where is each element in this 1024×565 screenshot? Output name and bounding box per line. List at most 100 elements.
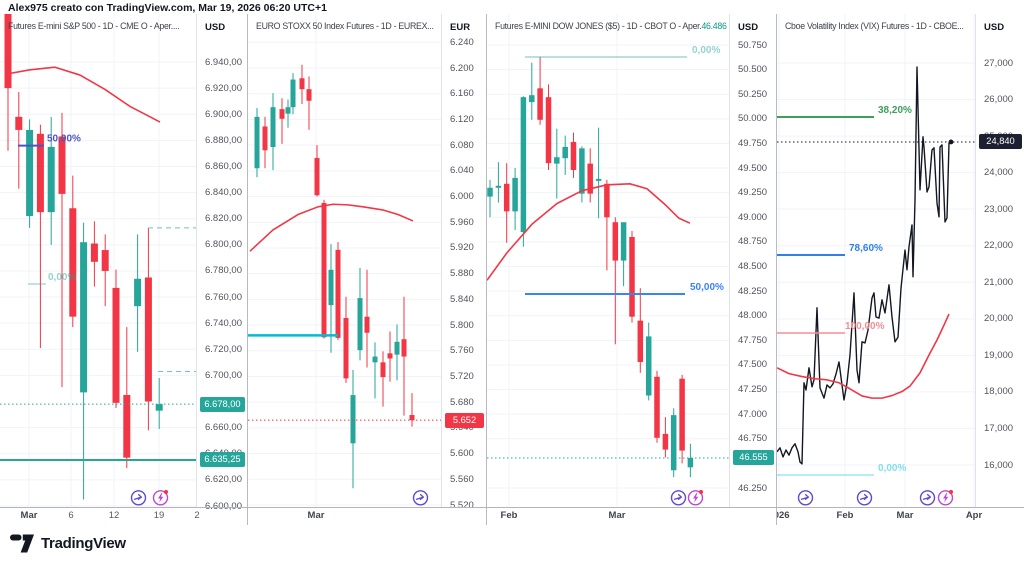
- price-tick: 50.000: [738, 113, 768, 125]
- price-tick: 49.750: [738, 137, 768, 149]
- price-tick: 5.960: [450, 216, 474, 228]
- time-axis-eurostoxx[interactable]: Mar: [248, 508, 486, 525]
- price-tick: 6.040: [450, 165, 474, 177]
- price-tick: 17,000: [984, 422, 1014, 434]
- price-tick: 23,000: [984, 203, 1014, 215]
- time-label: 2: [194, 510, 200, 521]
- price-tick: 47.250: [738, 384, 768, 396]
- price-tick: 6.620,00: [205, 474, 242, 486]
- time-label: 19: [153, 510, 165, 521]
- tradingview-logo-mark: [10, 534, 34, 553]
- price-tick: 50.500: [738, 64, 768, 76]
- symbol-title[interactable]: EURO STOXX 50 Index Futures - 1D - EUREX…: [256, 21, 434, 31]
- price-tick: 5.560: [450, 473, 474, 485]
- price-tick: 19,000: [984, 349, 1014, 361]
- panel-eurostoxx: EURO STOXX 50 Index Futures - 1D - EUREX…: [248, 0, 486, 527]
- panel-title-dowjones: Futures E-MINI DOW JONES ($5) - 1D - CBO…: [495, 21, 727, 31]
- panel-sp500: 50,00% 0,00% Futures E-mini S&P 500 - 1D -…: [0, 0, 247, 527]
- price-tick: 6.080: [450, 139, 474, 151]
- panel-title-vix: Cboe Volatility Index (VIX) Futures - 1D…: [785, 21, 973, 31]
- price-tick: 22,000: [984, 240, 1014, 252]
- price-tick: 6.760,00: [205, 291, 242, 303]
- price-tick: 6.860,00: [205, 160, 242, 172]
- fib-level-label: 38,20%: [878, 105, 912, 116]
- jump-arrow-icon[interactable]: [130, 489, 147, 506]
- price-tick: 48.500: [738, 261, 768, 272]
- currency-label: USD: [984, 22, 1005, 33]
- open-value: 46.486...: [701, 21, 727, 31]
- price-tick: 6.660,00: [205, 422, 242, 434]
- price-tick: 47.750: [738, 334, 768, 346]
- price-tick: 18,000: [984, 386, 1014, 398]
- price-tick: 6.200: [450, 62, 474, 74]
- price-tick: 6.740,00: [205, 317, 242, 329]
- snapshot-credit: Alex975 creato con TradingView.com, Mar …: [8, 2, 327, 14]
- price-tick: 46.250: [738, 482, 768, 494]
- fib-level-label: 78,60%: [849, 243, 883, 254]
- price-axis-dowjones[interactable]: USD 50.750 50.500 50.250 50.000 49.750 49.500 4…: [729, 14, 776, 507]
- tradingview-logo[interactable]: TradingView: [10, 534, 126, 553]
- jump-arrow-icon[interactable]: [797, 489, 814, 506]
- chart-canvas-eurostoxx[interactable]: [248, 14, 441, 508]
- symbol-title[interactable]: Cboe Volatility Index (VIX) Futures - 1D…: [785, 21, 964, 31]
- fib-level-label: 0,00%: [692, 45, 720, 56]
- price-tick: 6.160: [450, 88, 474, 100]
- panel-title-sp500: Futures E-mini S&P 500 - 1D - CME O - Ap…: [8, 21, 194, 31]
- price-tick: 48.750: [738, 236, 768, 248]
- price-badge: 5.652: [445, 412, 484, 428]
- lightning-event-icon[interactable]: [937, 489, 954, 506]
- symbol-title[interactable]: Futures E-MINI DOW JONES ($5) - 1D - CBO…: [495, 21, 702, 31]
- price-tick: 6.120: [450, 113, 474, 125]
- chart-canvas-sp500[interactable]: 50,00% 0,00%: [0, 14, 196, 508]
- chart-canvas-vix[interactable]: 38,20% 78,60% 100,00% 0,00%: [777, 14, 975, 508]
- panel-separator[interactable]: [247, 14, 248, 525]
- lightning-event-icon[interactable]: [152, 489, 169, 506]
- price-tick: 6.920,00: [205, 82, 242, 94]
- price-tick: 49.250: [738, 187, 768, 199]
- lightning-event-icon[interactable]: [687, 489, 704, 506]
- panel-dowjones: 0,00% 50,00% Futures E-MINI DOW JONES ($5)…: [487, 0, 776, 527]
- tradingview-logo-text: TradingView: [41, 535, 126, 552]
- time-label: Feb: [500, 510, 518, 521]
- price-tick: 26,000: [984, 94, 1014, 106]
- time-label: 6: [68, 510, 74, 521]
- fib-level-label: 100,00%: [845, 321, 885, 332]
- price-tick: 48.250: [738, 285, 768, 297]
- time-axis-sp500[interactable]: Mar 6 12 19 2: [0, 508, 247, 525]
- time-axis-vix[interactable]: 2026 Feb Mar Apr: [777, 508, 983, 525]
- price-tick: 50.750: [738, 39, 768, 51]
- time-label: Mar: [896, 510, 914, 521]
- price-tick: 6.880,00: [205, 134, 242, 146]
- price-tick: 6.000: [450, 191, 474, 203]
- price-tick: 20,000: [984, 313, 1014, 325]
- panel-separator[interactable]: [776, 14, 777, 525]
- price-tick: 48.000: [738, 310, 768, 322]
- panel-vix: 38,20% 78,60% 100,00% 0,00% Cboe Volatility …: [777, 0, 1024, 527]
- symbol-title[interactable]: Futures E-mini S&P 500 - 1D - CME O - Ap…: [8, 21, 180, 31]
- jump-arrow-icon[interactable]: [856, 489, 873, 506]
- price-badge: 6.678,00: [200, 396, 245, 412]
- time-axis-dowjones[interactable]: Feb Mar: [487, 508, 776, 525]
- time-label: Feb: [836, 510, 854, 521]
- price-tick: 6.900,00: [205, 108, 242, 120]
- price-tick: 5.800: [450, 319, 474, 331]
- price-badge: 24,840: [979, 134, 1022, 150]
- price-tick: 46.750: [738, 433, 768, 445]
- time-label: Mar: [20, 510, 38, 521]
- time-label: Mar: [608, 510, 626, 521]
- price-axis-sp500[interactable]: USD 6.940,00 6.920,00 6.900,00 6.880,00 6.860…: [196, 14, 247, 512]
- jump-arrow-icon[interactable]: [412, 489, 429, 506]
- fib-level-label: 50,00%: [690, 282, 724, 293]
- price-axis-eurostoxx[interactable]: EUR 6.240 6.200 6.160 6.120 6.080 6.040 6.000 5.…: [441, 14, 486, 511]
- time-label: 2026: [777, 510, 790, 521]
- panel-separator[interactable]: [486, 14, 487, 525]
- fib-level-label: 0,00%: [878, 463, 906, 474]
- price-tick: 6.700,00: [205, 369, 242, 381]
- jump-arrow-icon[interactable]: [670, 489, 687, 506]
- price-axis-vix[interactable]: USD27,00026,00025,00024,00023,00022,0002…: [975, 14, 1024, 507]
- jump-arrow-icon[interactable]: [919, 489, 936, 506]
- price-tick: 47.500: [738, 359, 768, 371]
- price-tick: 16,000: [984, 459, 1014, 471]
- chart-canvas-dowjones[interactable]: 0,00% 50,00%: [487, 14, 729, 508]
